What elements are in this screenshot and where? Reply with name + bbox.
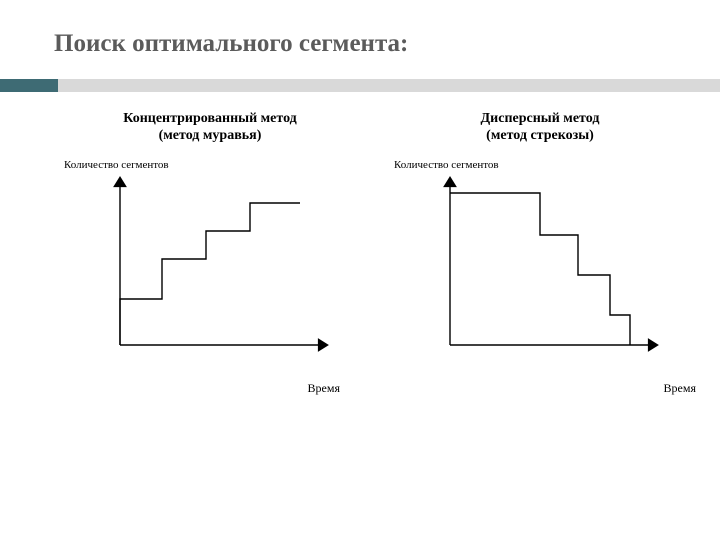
chart-left-plot: Время bbox=[90, 175, 330, 380]
title-underline bbox=[0, 79, 720, 92]
chart-left-ylabel: Количество сегментов bbox=[64, 159, 169, 171]
chart-right-svg bbox=[420, 175, 660, 375]
chart-right-ylabel: Количество сегментов bbox=[394, 159, 499, 171]
chart-left-xlabel: Время bbox=[308, 381, 340, 396]
underline-accent bbox=[0, 79, 58, 92]
charts-row: Концентрированный метод (метод муравья) … bbox=[0, 92, 720, 380]
chart-right-xlabel: Время bbox=[664, 381, 696, 396]
underline-rest bbox=[58, 79, 720, 92]
chart-right: Дисперсный метод (метод стрекозы) Количе… bbox=[390, 110, 690, 380]
chart-left-svg bbox=[90, 175, 330, 375]
chart-right-plot: Время bbox=[420, 175, 660, 380]
chart-right-title: Дисперсный метод (метод стрекозы) bbox=[481, 110, 600, 145]
chart-left-title: Концентрированный метод (метод муравья) bbox=[123, 110, 297, 145]
chart-left: Концентрированный метод (метод муравья) … bbox=[60, 110, 360, 380]
page-title: Поиск оптимального сегмента: bbox=[54, 28, 720, 61]
